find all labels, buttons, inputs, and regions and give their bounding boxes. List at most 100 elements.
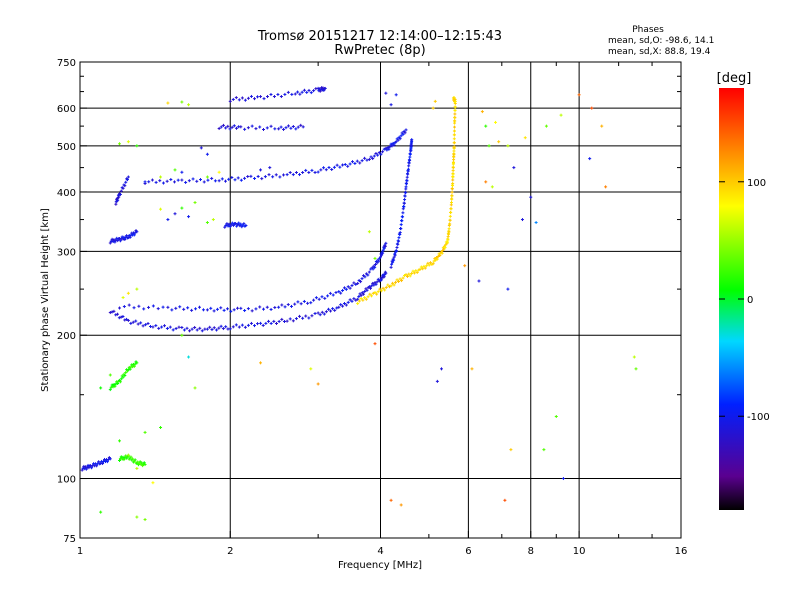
trace-point (319, 168, 323, 172)
trace-point (116, 312, 120, 316)
trace-point (221, 327, 225, 331)
trace-point (367, 157, 371, 161)
trace-point (122, 305, 126, 309)
trace-point (305, 90, 309, 94)
stats-o-mode: mean, sd,O: -98.6, 14.1 (608, 36, 714, 46)
trace-point (360, 277, 364, 281)
trace-point (393, 253, 397, 257)
trace-point (217, 326, 221, 330)
scatter-point (487, 144, 491, 148)
trace-point (177, 325, 181, 329)
scatter-point (135, 466, 139, 470)
scatter-point (159, 175, 163, 179)
trace-point (87, 466, 91, 470)
trace-point (404, 185, 408, 189)
trace-point (246, 175, 250, 179)
trace-point (157, 326, 161, 330)
trace-point (174, 327, 178, 331)
trace-point (132, 233, 136, 237)
trace-point (234, 96, 238, 100)
trace-point (215, 328, 219, 332)
trace-point (296, 90, 300, 94)
trace-point (410, 138, 414, 142)
scatter-point (118, 439, 122, 443)
trace-point (434, 258, 438, 262)
trace-point (138, 460, 142, 464)
trace-point (405, 179, 409, 183)
trace-point (410, 272, 414, 276)
scatter-point (373, 256, 377, 260)
scatter-point (559, 113, 563, 117)
trace-point (402, 205, 406, 209)
trace-point (262, 128, 266, 132)
trace-point (330, 168, 334, 172)
trace-point (392, 283, 396, 287)
trace-point (383, 244, 387, 248)
trace-point (337, 290, 341, 294)
trace-point (136, 322, 140, 326)
trace-point (150, 178, 154, 182)
trace-point (368, 292, 372, 296)
trace-point (234, 222, 238, 226)
trace-point (195, 179, 199, 183)
scatter-point (529, 195, 533, 199)
trace-point (453, 119, 457, 123)
scatter-point (590, 106, 594, 110)
trace-point (108, 241, 112, 245)
scatter-point (126, 291, 130, 295)
trace-point (278, 175, 282, 179)
trace-point (291, 173, 295, 177)
scatter-point (187, 103, 191, 107)
trace-point (142, 461, 146, 465)
trace-point (232, 124, 236, 128)
trace-point (146, 322, 150, 326)
trace-point (370, 284, 374, 288)
colorbar-tick-label: 0 (747, 295, 753, 306)
trace-point (307, 316, 311, 320)
scatter-point (108, 373, 112, 377)
trace-point (395, 245, 399, 249)
trace-point (397, 279, 401, 283)
trace-point (252, 97, 256, 101)
trace-point (113, 384, 117, 388)
trace-point (241, 223, 245, 227)
trace-point (399, 227, 403, 231)
trace-point (348, 162, 352, 166)
trace-point (453, 125, 457, 129)
trace-point (128, 367, 132, 371)
y-tick-label: 300 (57, 247, 76, 258)
trace-point (240, 225, 244, 229)
trace-point (356, 281, 360, 285)
scatter-point (259, 168, 263, 172)
scatter-point (187, 355, 191, 359)
trace-point (376, 290, 380, 294)
trace-point (375, 280, 379, 284)
trace-point (171, 328, 175, 332)
trace-point (286, 303, 290, 307)
trace-point (436, 254, 440, 258)
trace-point (419, 265, 423, 269)
trace-point (223, 179, 227, 183)
scatter-point (126, 453, 130, 457)
trace-point (133, 362, 137, 366)
trace-point (446, 238, 450, 242)
trace-point (169, 178, 173, 182)
trace-point (364, 297, 368, 301)
trace-point (342, 286, 346, 290)
trace-point (123, 318, 127, 322)
trace-point (350, 284, 354, 288)
trace-point (253, 176, 257, 180)
trace-point (191, 177, 195, 181)
trace-point (374, 282, 378, 286)
trace-point (370, 294, 374, 298)
trace-point (294, 317, 298, 321)
trace-point (226, 224, 230, 228)
trace-point (228, 99, 232, 103)
trace-point (452, 145, 456, 149)
trace-point (108, 311, 112, 315)
trace-point (263, 175, 267, 179)
trace-point (299, 123, 303, 127)
trace-point (217, 179, 221, 183)
colorbar-ticks: 100 0 -100 (719, 178, 770, 423)
scatter-point (477, 279, 481, 283)
